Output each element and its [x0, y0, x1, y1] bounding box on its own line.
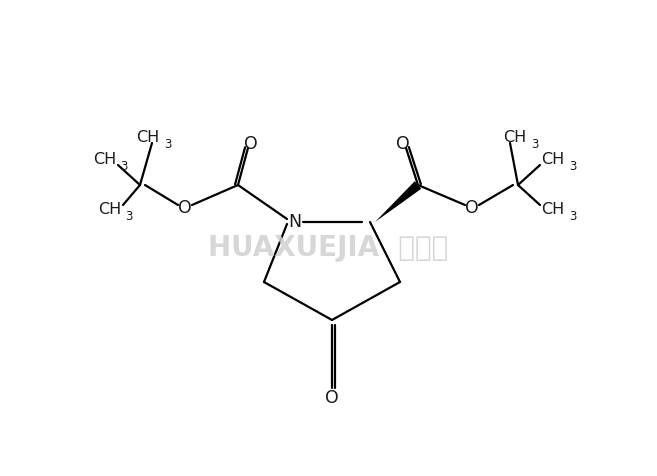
Text: 3: 3 [125, 209, 132, 222]
Text: 3: 3 [531, 138, 538, 150]
Text: CH: CH [541, 152, 564, 168]
Text: 3: 3 [164, 138, 171, 150]
Text: CH: CH [503, 130, 527, 146]
Text: O: O [465, 199, 479, 217]
Text: CH: CH [137, 130, 160, 146]
Text: 3: 3 [569, 159, 576, 172]
Text: 3: 3 [569, 209, 576, 222]
Text: N: N [288, 213, 302, 231]
Text: O: O [325, 389, 339, 407]
Text: HUAXUEJIA  化学加: HUAXUEJIA 化学加 [208, 234, 448, 262]
Text: 3: 3 [120, 159, 127, 172]
Text: CH: CH [99, 202, 122, 218]
Text: O: O [244, 135, 258, 153]
Polygon shape [375, 181, 421, 222]
Text: CH: CH [93, 152, 117, 168]
Text: O: O [396, 135, 410, 153]
Text: O: O [178, 199, 192, 217]
Text: CH: CH [541, 202, 564, 218]
